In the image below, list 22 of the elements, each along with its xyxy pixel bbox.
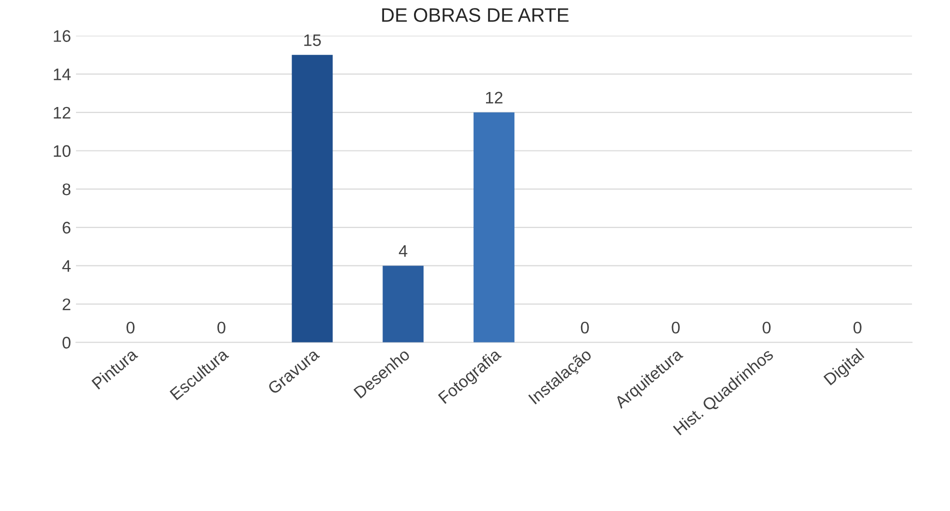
data-label: 0	[126, 322, 135, 334]
y-tick-label: 10	[54, 145, 70, 157]
y-tick-label: 14	[54, 68, 71, 80]
data-label: 0	[762, 322, 771, 334]
data-label: 0	[853, 322, 862, 334]
y-tick-label: 2	[62, 298, 70, 310]
data-label: 0	[580, 322, 589, 334]
data-label: 15	[304, 34, 321, 46]
y-tick-label: 0	[62, 336, 70, 349]
data-label: 4	[398, 245, 408, 257]
data-label: 12	[486, 92, 502, 104]
y-tick-label: 6	[62, 222, 70, 234]
y-tick-label: 12	[54, 106, 70, 118]
bar	[382, 266, 424, 342]
y-tick-label: 8	[62, 183, 70, 196]
chart-title: DE OBRAS DE ARTE	[382, 8, 569, 22]
bar	[474, 112, 514, 342]
data-label: 0	[672, 322, 680, 334]
bar	[292, 54, 333, 342]
data-label: 0	[217, 322, 226, 334]
y-tick-label: 4	[62, 260, 71, 272]
y-tick-label: 16	[54, 30, 70, 42]
